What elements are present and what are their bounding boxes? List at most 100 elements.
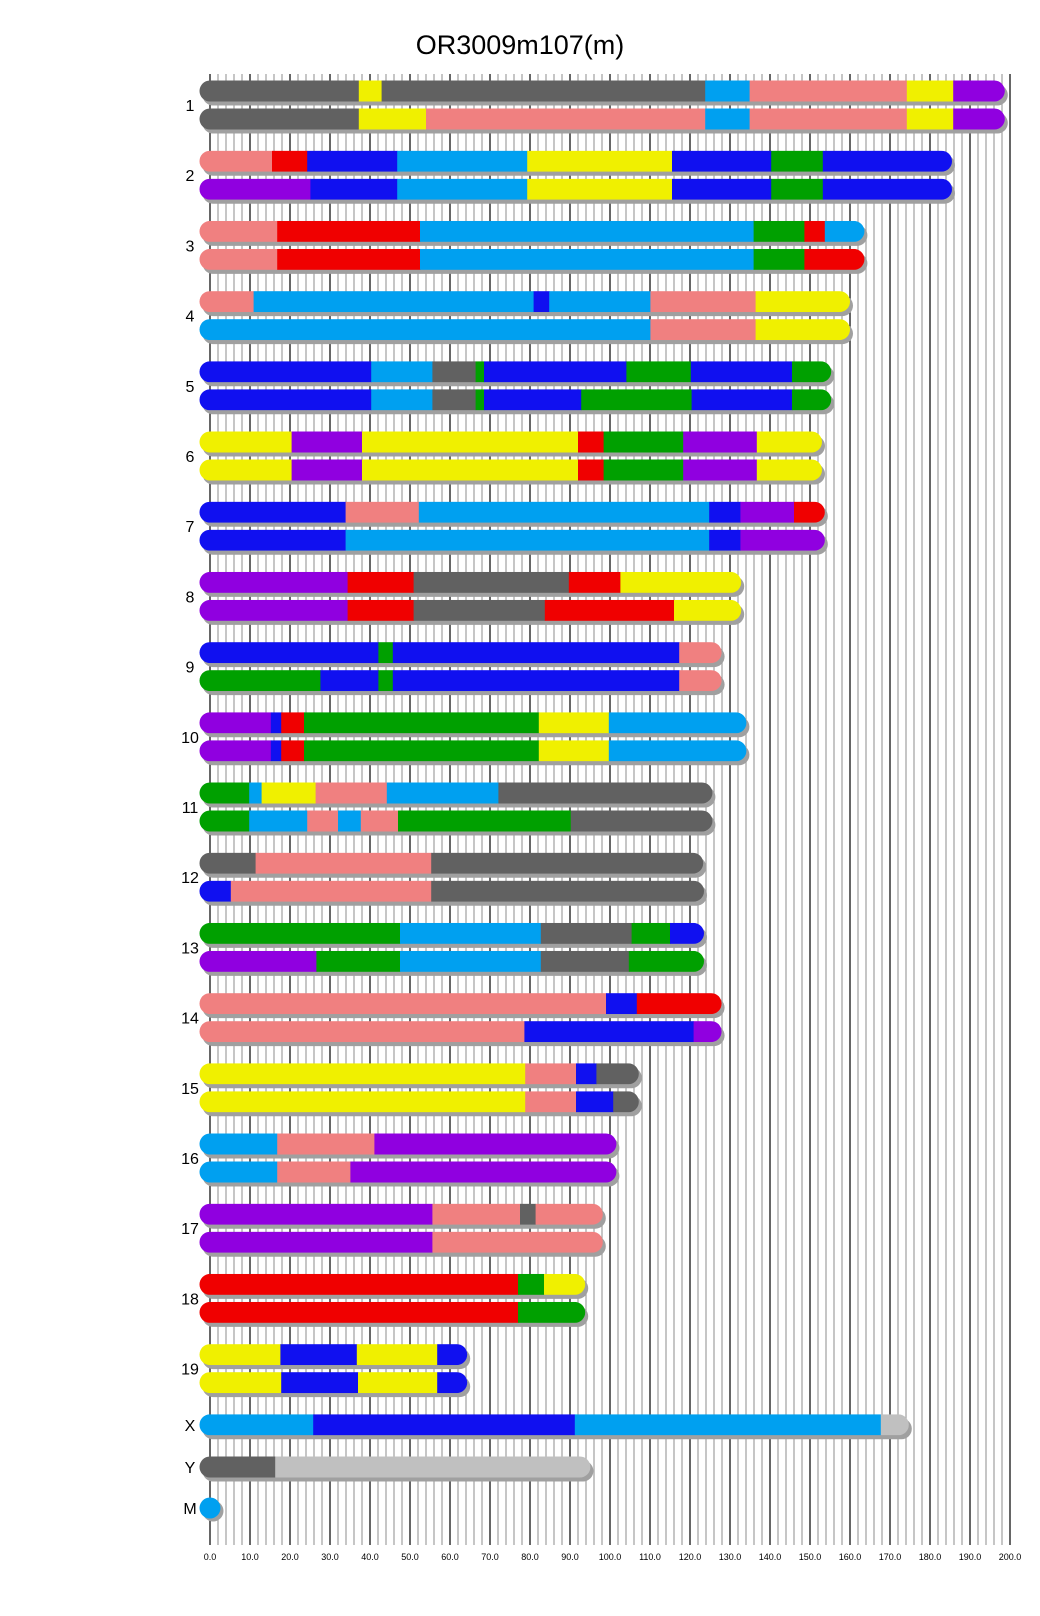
chromosome-segment [756, 431, 822, 453]
x-tick-label: 130.0 [719, 1552, 742, 1562]
chromosome-segment [199, 361, 372, 383]
chromosome-segment [277, 248, 421, 270]
x-tick-label: 0.0 [204, 1552, 217, 1562]
chromosome-segment [199, 852, 257, 874]
chromosome-segment [392, 642, 680, 664]
chromosome-segment [199, 319, 651, 341]
chromosome-segment [740, 501, 795, 523]
chromosome-segment [683, 431, 758, 453]
chromosome-segment [358, 108, 427, 130]
chromosome-segment [432, 361, 477, 383]
x-tick-label: 80.0 [521, 1552, 539, 1562]
chromosome-label: 15 [181, 1081, 199, 1098]
x-tick-label: 180.0 [919, 1552, 942, 1562]
chromosome-segment [270, 740, 282, 762]
chromosome-segment [525, 1063, 577, 1085]
chromosome-segment [705, 108, 751, 130]
chromosome-segment [771, 178, 824, 200]
chromosome-segment [538, 740, 610, 762]
chromosome-segment [199, 571, 349, 593]
chromosome-segment [307, 150, 398, 172]
chromosome-label: 1 [186, 98, 195, 115]
chromosome-segment [794, 501, 825, 523]
chromosome-segment [953, 80, 1005, 102]
chromosome-segment [358, 80, 383, 102]
chromosome-segment [275, 1456, 591, 1478]
chromosome-segment [636, 993, 722, 1015]
chromosome-segment [199, 389, 372, 411]
chromosome-segment [345, 529, 710, 551]
chromosome-segment [199, 80, 360, 102]
x-tick-label: 10.0 [241, 1552, 259, 1562]
chromosome-segment [527, 150, 673, 172]
chromosome-segment [199, 782, 250, 804]
chromosome-segment [581, 389, 693, 411]
x-tick-label: 170.0 [879, 1552, 902, 1562]
chromosome-label: 9 [186, 660, 195, 677]
chromosome-segment [199, 1231, 433, 1253]
chromosome-segment [518, 1301, 586, 1323]
chromosome-segment [518, 1273, 545, 1295]
chromosome-segment [603, 459, 684, 481]
chromosome-segment [418, 501, 710, 523]
chromosome-segment [347, 571, 415, 593]
chromosome-segment [397, 150, 528, 172]
chromosome-segment [524, 1021, 695, 1043]
chromosome-segment [822, 150, 952, 172]
chromosome-segment [362, 431, 579, 453]
chromosome-segment [199, 1091, 526, 1113]
chromosome-segment [272, 150, 308, 172]
chromosome-segment [606, 993, 638, 1015]
chromosome-segment [199, 291, 255, 313]
chromosome-segment [679, 670, 722, 692]
chromosome-segment [650, 291, 757, 313]
chromosome-segment [398, 810, 572, 832]
chromosome-label: 5 [186, 379, 195, 396]
chromosome-segment [316, 950, 401, 972]
chromosome-segment [199, 740, 272, 762]
chromosome-label: 18 [181, 1291, 199, 1308]
chromosome-segment [484, 361, 627, 383]
chromosome-segment [199, 220, 278, 242]
chromosome-segment [413, 571, 570, 593]
chromosome-segment [437, 1372, 468, 1394]
chromosome-segment [253, 291, 535, 313]
chromosome-segment [538, 712, 610, 734]
chromosome-segment [749, 108, 908, 130]
chromosome-segment [432, 1203, 521, 1225]
chromosome-segment [674, 599, 742, 621]
chromosome-segment [679, 642, 722, 664]
chromosome-segment [277, 1133, 375, 1155]
chromosome-segment [432, 389, 477, 411]
chromosome-label: 6 [186, 449, 195, 466]
chromosome-segment [199, 108, 360, 130]
chromosome-segment [199, 501, 347, 523]
x-tick-label: 190.0 [959, 1552, 982, 1562]
chromosome-segment [360, 810, 399, 832]
chromosome-label: 16 [181, 1151, 199, 1168]
chromosome-segment [304, 740, 540, 762]
chromosome-segment [520, 1203, 537, 1225]
chromosome-segment [705, 80, 751, 102]
chromosome-label: 7 [186, 519, 195, 536]
chromosome-label: 17 [181, 1221, 199, 1238]
chromosome-segment [740, 529, 825, 551]
x-tick-label: 110.0 [639, 1552, 661, 1562]
chromosome-segment [261, 782, 317, 804]
chromosome-segment [199, 1161, 278, 1183]
chromosome-segment [199, 1273, 519, 1295]
chromosome-segment [199, 922, 401, 944]
x-tick-label: 20.0 [281, 1552, 299, 1562]
chromosome-segment [358, 1372, 438, 1394]
chromosome-segment [672, 150, 772, 172]
chromosome-segment [431, 880, 704, 902]
x-tick-label: 140.0 [759, 1552, 782, 1562]
chromosome-segment [535, 1203, 603, 1225]
chromosome-segment [347, 599, 415, 621]
chromosome-segment [378, 670, 394, 692]
chromosome-segment [291, 431, 363, 453]
chromosome-segment [199, 178, 311, 200]
chromosome-segment [608, 712, 747, 734]
chromosome-segment [549, 291, 651, 313]
